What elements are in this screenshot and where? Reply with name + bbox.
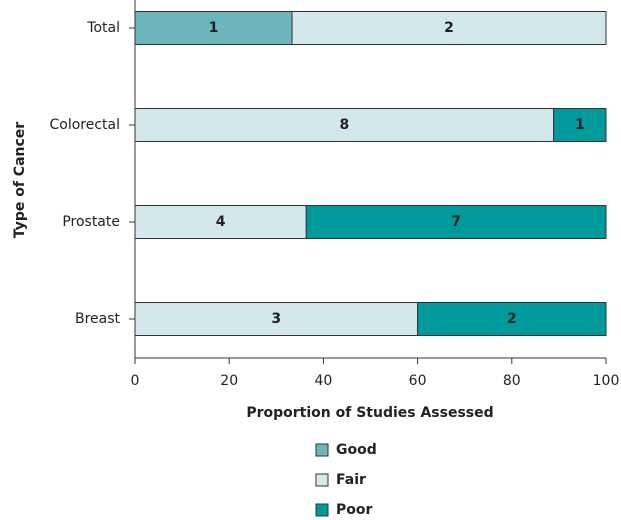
x-tick-label: 20 xyxy=(220,373,238,389)
bar-segment xyxy=(134,205,307,239)
x-tick-label: 60 xyxy=(409,373,427,389)
value-label: 1 xyxy=(575,117,585,133)
y-tick-label: Breast xyxy=(75,311,121,327)
x-tick-label: 40 xyxy=(314,373,332,389)
y-tick-label: Prostate xyxy=(62,214,120,230)
bar-segment xyxy=(134,302,419,336)
value-label: 7 xyxy=(451,214,461,230)
x-tick-label: 0 xyxy=(131,373,140,389)
x-tick-label: 80 xyxy=(503,373,521,389)
value-label: 8 xyxy=(339,117,349,133)
value-label: 2 xyxy=(507,311,517,327)
legend-label: Good xyxy=(336,442,377,458)
y-axis-title: Type of Cancer xyxy=(12,122,28,238)
bar-segment xyxy=(134,108,555,142)
legend-label: Fair xyxy=(336,472,366,488)
value-label: 3 xyxy=(271,311,281,327)
legend-swatch xyxy=(315,443,329,457)
bar-segment xyxy=(291,11,607,45)
x-tick-label: 100 xyxy=(593,373,620,389)
y-tick-label: Colorectal xyxy=(49,117,120,133)
bar-segment xyxy=(553,108,607,142)
value-label: 2 xyxy=(444,20,454,36)
legend-label: Poor xyxy=(336,502,372,518)
x-axis-title: Proportion of Studies Assessed xyxy=(246,405,493,421)
value-label: 1 xyxy=(209,20,219,36)
legend-swatch xyxy=(315,503,329,517)
y-tick-label: Total xyxy=(86,20,120,36)
bar-segment xyxy=(305,205,607,239)
value-label: 4 xyxy=(216,214,226,230)
legend-swatch xyxy=(315,473,329,487)
bar-segment xyxy=(417,302,607,336)
